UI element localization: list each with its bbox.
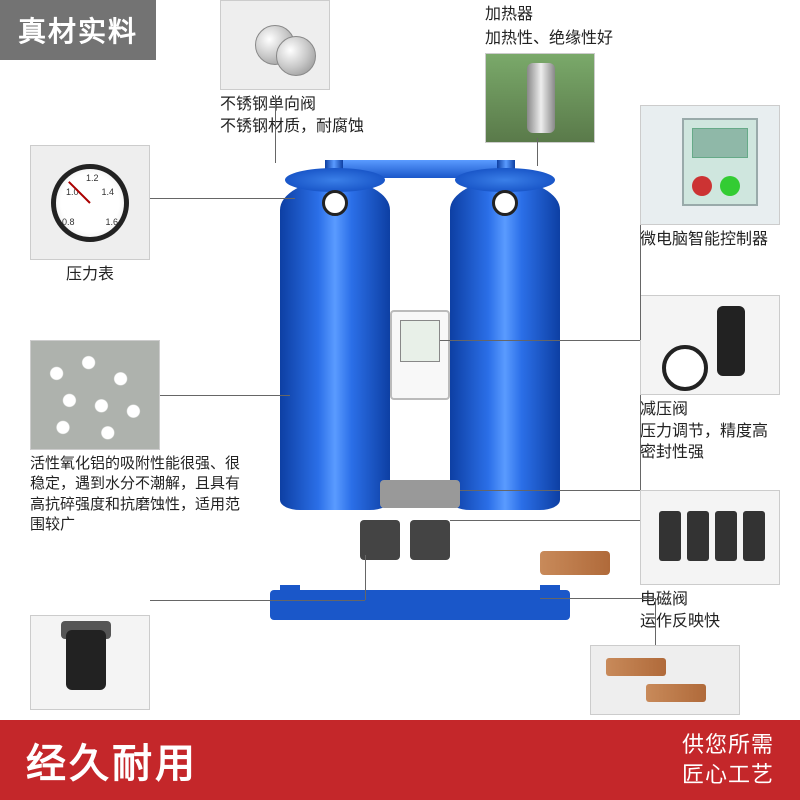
bottom-banner: 经久耐用 供您所需 匠心工艺 <box>0 720 800 800</box>
base-frame <box>270 590 570 620</box>
pneu-valve-icon <box>31 616 149 709</box>
callout-heater: 加热器 加热性、绝缘性好 <box>485 0 613 143</box>
check-valve-image <box>220 0 330 90</box>
gauge-title: 压力表 <box>30 264 150 286</box>
authenticity-badge: 真材实料 <box>0 0 156 60</box>
alumina-image <box>30 340 160 450</box>
sol-2 <box>687 511 709 561</box>
gauge-tick-0: 0.8 <box>62 217 75 227</box>
plc-title: 微电脑智能控制器 <box>640 229 780 251</box>
leader-alumina <box>160 395 290 396</box>
leader-gauge <box>150 198 295 199</box>
control-box <box>390 310 450 400</box>
gauge-tick-4: 1.6 <box>105 217 118 227</box>
muf-2 <box>646 684 706 702</box>
leader-reducer-v <box>640 395 641 490</box>
callout-gauge: 0.8 1.0 1.2 1.4 1.6 压力表 <box>30 145 150 286</box>
leader-pneu-v <box>365 555 366 600</box>
check-valve-title: 不锈钢单向阀 <box>220 94 364 116</box>
pneumatic-valve-1 <box>360 520 400 560</box>
gauge-tick-3: 1.4 <box>101 187 114 197</box>
gauge-image: 0.8 1.0 1.2 1.4 1.6 <box>30 145 150 260</box>
gauge-tick-2: 1.2 <box>86 173 99 183</box>
reducer-image <box>640 295 780 395</box>
leader-plc-h <box>440 340 640 341</box>
muffler-icon <box>591 646 739 714</box>
solenoid-image <box>640 490 780 585</box>
leader-muffler-v <box>655 598 656 645</box>
muf-1 <box>606 658 666 676</box>
slogan-line-1: 供您所需 <box>682 730 774 760</box>
dryer-machine <box>270 130 570 620</box>
plc-panel <box>682 118 758 207</box>
callout-solenoid: 电磁阀 运作反映快 <box>640 490 780 632</box>
reducer-icon <box>641 296 779 394</box>
tank-gauge-right <box>492 190 518 216</box>
check-valve-icon-2 <box>276 36 316 76</box>
sol-1 <box>659 511 681 561</box>
manifold <box>380 480 460 508</box>
leg-left <box>280 585 300 620</box>
heater-title: 加热器 <box>485 4 613 26</box>
reducer-body-icon <box>717 306 745 376</box>
leader-plc-v <box>640 225 641 340</box>
check-valve-desc: 不锈钢材质，耐腐蚀 <box>220 116 364 138</box>
leader-check-valve <box>275 95 276 163</box>
leg-right <box>540 585 560 620</box>
alumina-desc: 活性氧化铝的吸附性能很强、很稳定，遇到水分不潮解，且具有高抗碎强度和抗磨蚀性，适… <box>30 454 250 535</box>
leader-pneu <box>150 600 365 601</box>
gauge-tick-1: 1.0 <box>66 187 79 197</box>
callout-check-valve: 不锈钢单向阀 不锈钢材质，耐腐蚀 <box>220 0 364 137</box>
callout-reducer: 减压阀 压力调节，精度高 密封性强 <box>640 295 780 464</box>
leader-reducer-h <box>460 490 640 491</box>
muffler-image <box>590 645 740 715</box>
callout-pneu-valve <box>30 615 150 710</box>
heater-desc: 加热性、绝缘性好 <box>485 28 613 50</box>
gauge-icon: 0.8 1.0 1.2 1.4 1.6 <box>51 164 129 242</box>
pneu-body <box>66 630 106 690</box>
alumina-icon <box>31 341 159 449</box>
callout-plc: 微电脑智能控制器 <box>640 105 780 251</box>
pneumatic-valve-2 <box>410 520 450 560</box>
leader-heater <box>537 138 538 166</box>
reducer-gauge-icon <box>662 345 708 391</box>
plc-icon <box>641 106 779 224</box>
heater-pipe-icon <box>527 63 555 133</box>
solenoid-icon <box>641 491 779 584</box>
sol-4 <box>743 511 765 561</box>
muffler-on-machine <box>540 551 610 575</box>
diagram-canvas: 真材实料 不锈钢单向阀 不锈钢材质，耐腐蚀 加热器 <box>0 0 800 720</box>
solenoid-title: 电磁阀 <box>640 589 780 611</box>
heater-image <box>485 53 595 143</box>
callout-alumina: 活性氧化铝的吸附性能很强、很稳定，遇到水分不潮解，且具有高抗碎强度和抗磨蚀性，适… <box>30 340 250 535</box>
callout-muffler <box>590 645 740 715</box>
solenoid-desc: 运作反映快 <box>640 611 780 633</box>
slogan-main: 经久耐用 <box>0 731 198 789</box>
slogan-side: 供您所需 匠心工艺 <box>682 730 800 789</box>
reducer-title: 减压阀 <box>640 399 780 421</box>
sol-3 <box>715 511 737 561</box>
slogan-line-2: 匠心工艺 <box>682 760 774 790</box>
plc-image <box>640 105 780 225</box>
leader-solenoid <box>450 520 640 521</box>
pneu-valve-image <box>30 615 150 710</box>
leader-muffler-h <box>540 598 655 599</box>
reducer-desc: 压力调节，精度高 密封性强 <box>640 421 780 464</box>
heater-bg <box>486 54 594 142</box>
tank-gauge-left <box>322 190 348 216</box>
